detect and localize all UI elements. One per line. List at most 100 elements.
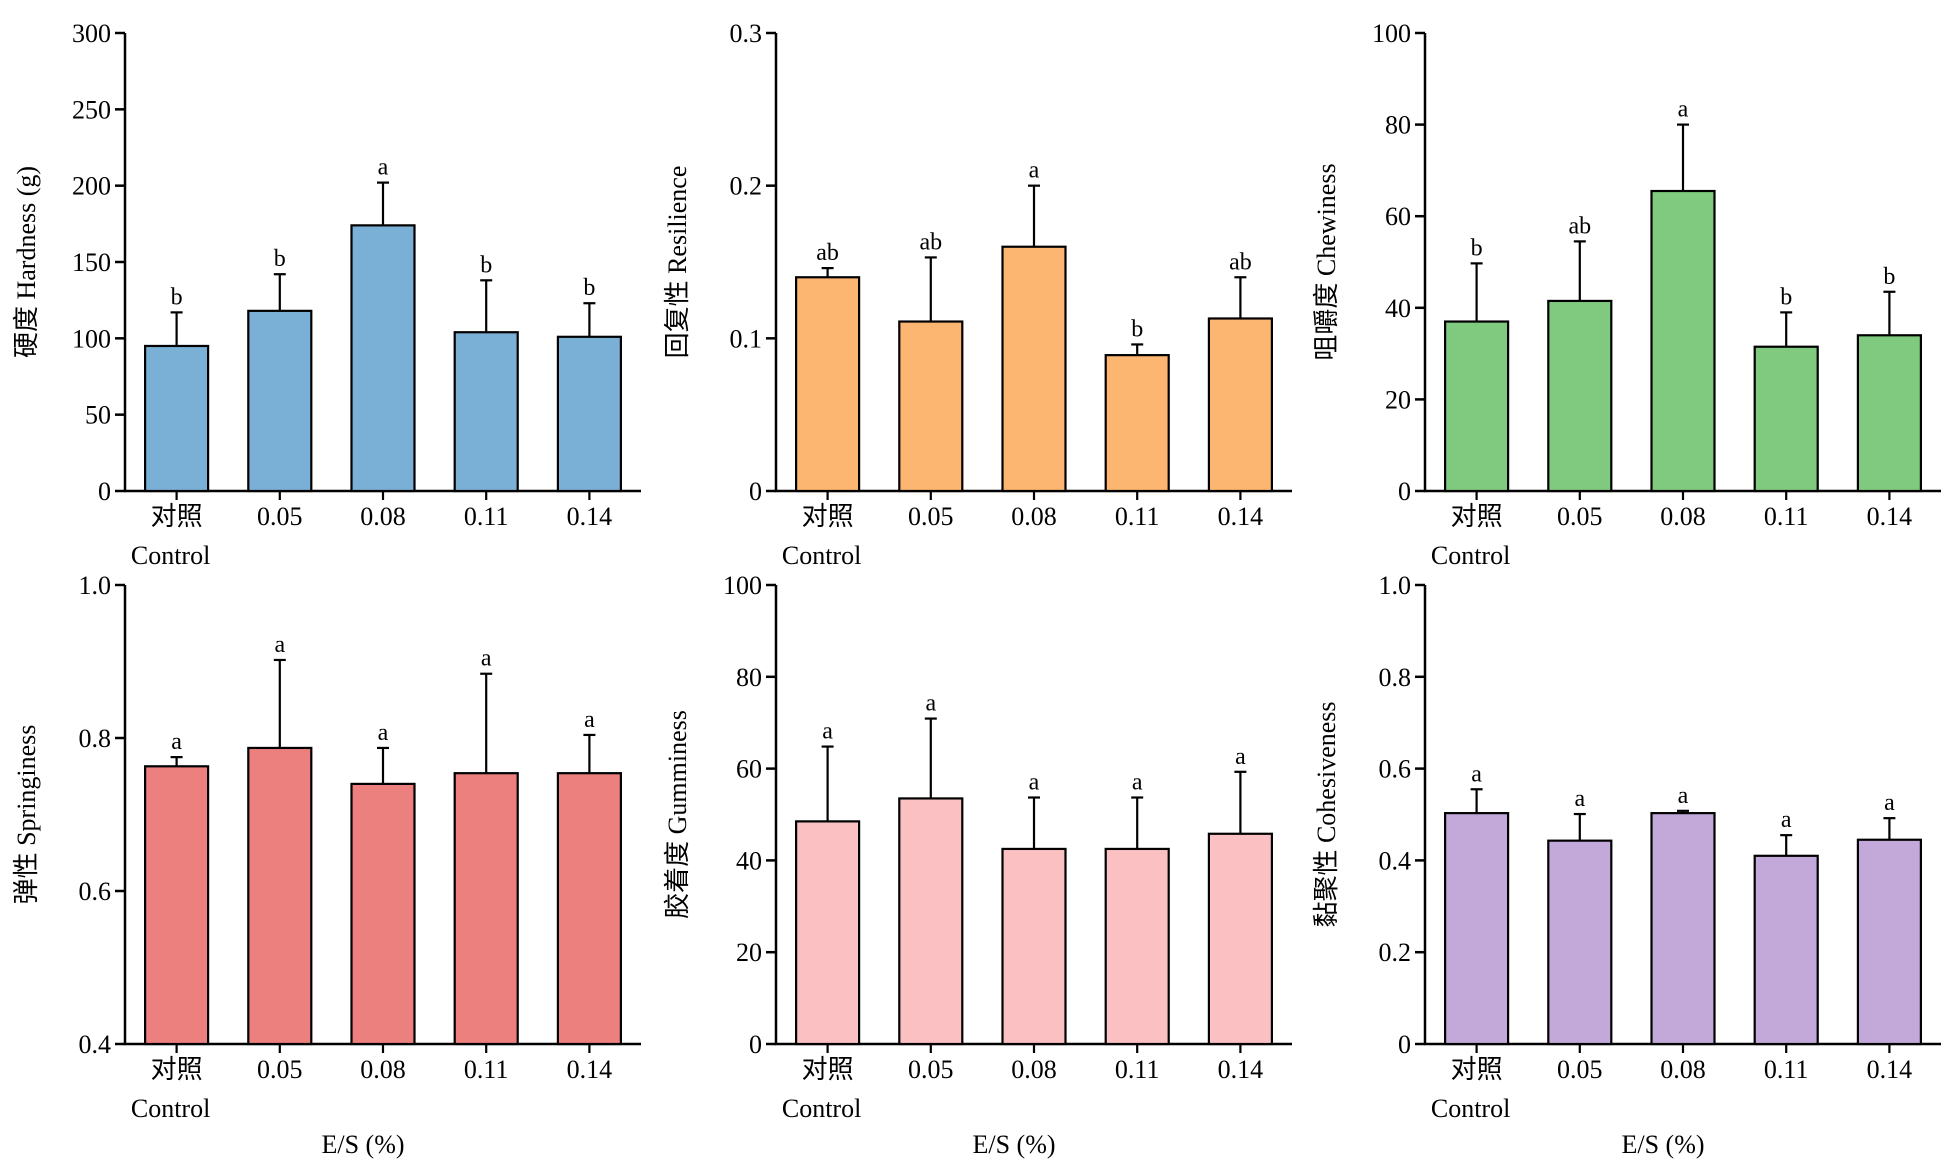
y-tick-label: 0.6 [1379, 755, 1412, 784]
bar [1207, 832, 1274, 1046]
y-tick-label: 40 [736, 846, 762, 875]
y-tick-label: 1.0 [1379, 571, 1412, 600]
x-tick-label-sub: Control [131, 1094, 210, 1123]
chart-panel-4: 0.4 0.6 0.8 1.0 弹性 Springiness a 对照 Control a 0.0… [12, 571, 641, 1159]
significance-label: a [1029, 158, 1040, 184]
significance-label: a [1132, 770, 1143, 796]
significance-label: ab [1568, 213, 1591, 239]
x-axis-title: E/S (%) [972, 1130, 1055, 1159]
significance-label: a [1235, 744, 1246, 770]
chart-panel-1: 0 50 100 150 200 250 300 硬度 Hardness (g) b 对照 Cont… [12, 19, 641, 570]
x-tick-label: 0.08 [1011, 502, 1057, 531]
significance-label: a [171, 729, 182, 755]
significance-label: a [1884, 790, 1895, 816]
y-tick-label: 100 [72, 324, 111, 353]
bar [453, 331, 519, 493]
y-tick-label: 60 [1385, 202, 1411, 231]
significance-label: a [1781, 807, 1792, 833]
significance-label: a [1471, 761, 1482, 787]
x-tick-label-sub: Control [782, 1094, 861, 1123]
y-tick-label: 150 [72, 248, 111, 277]
significance-label: b [583, 275, 595, 301]
x-tick-label: 0.05 [908, 502, 954, 531]
y-axis-title: 回复性 Resilience [663, 166, 692, 359]
y-tick-label: 0.8 [79, 724, 112, 753]
x-tick-label: 对照 [1451, 502, 1503, 531]
significance-label: a [1574, 786, 1585, 812]
significance-label: a [481, 646, 492, 672]
bar [1443, 812, 1510, 1046]
bar [144, 765, 210, 1046]
bar [350, 224, 416, 493]
significance-label: b [274, 246, 286, 272]
bar [556, 772, 623, 1046]
significance-label: a [925, 691, 936, 717]
y-axis-title: 咀嚼度 Chewiness [1312, 163, 1341, 360]
x-tick-label: 0.05 [908, 1055, 954, 1084]
significance-label: ab [919, 229, 942, 255]
x-tick-label-sub: Control [1431, 541, 1510, 570]
y-tick-label: 0 [749, 477, 762, 506]
significance-label: b [1883, 264, 1895, 290]
y-tick-label: 20 [1385, 385, 1411, 414]
y-tick-label: 50 [85, 401, 111, 430]
chart-panel-6: 0 0.2 0.4 0.6 0.8 1.0 黏聚性 Cohesiveness a 对照 Contr… [1312, 571, 1941, 1159]
x-tick-label: 0.05 [1557, 1055, 1603, 1084]
y-axis-title: 黏聚性 Cohesiveness [1312, 701, 1341, 927]
bar [898, 320, 964, 493]
x-tick-label: 0.08 [360, 1055, 406, 1084]
x-tick-label-sub: Control [782, 541, 861, 570]
y-axis-title: 硬度 Hardness (g) [12, 166, 41, 358]
x-tick-label-sub: Control [131, 541, 210, 570]
bar [247, 309, 313, 493]
y-tick-label: 0 [1398, 1030, 1411, 1059]
x-tick-label: 0.14 [1218, 1055, 1264, 1084]
x-tick-label: 对照 [802, 502, 854, 531]
bar [794, 276, 861, 493]
x-tick-label: 对照 [151, 502, 203, 531]
bar [1547, 839, 1613, 1046]
y-tick-label: 0 [749, 1030, 762, 1059]
y-tick-label: 0.8 [1379, 663, 1412, 692]
y-axis-title: 胶着度 Gumminess [663, 710, 692, 919]
x-tick-label: 0.11 [464, 1055, 509, 1084]
y-tick-label: 0.4 [79, 1030, 112, 1059]
x-tick-label: 0.11 [1115, 1055, 1160, 1084]
bar [1547, 299, 1613, 493]
significance-label: b [171, 284, 183, 310]
significance-label: b [1471, 235, 1483, 261]
y-tick-label: 80 [1385, 111, 1411, 140]
y-axis-title: 弹性 Springiness [12, 725, 41, 905]
significance-label: ab [1229, 249, 1252, 275]
bar [1001, 847, 1067, 1046]
x-tick-label: 0.11 [1764, 502, 1809, 531]
significance-label: a [1029, 770, 1040, 796]
significance-label: a [584, 707, 595, 733]
x-tick-label: 0.14 [1218, 502, 1264, 531]
y-tick-label: 100 [723, 571, 762, 600]
significance-label: b [1131, 316, 1143, 342]
significance-label: a [378, 155, 389, 181]
x-tick-label: 对照 [802, 1055, 854, 1084]
significance-label: b [1780, 284, 1792, 310]
bar [453, 772, 519, 1046]
bar [556, 335, 623, 493]
bar [1856, 838, 1923, 1046]
y-tick-label: 1.0 [79, 571, 112, 600]
x-axis-title: E/S (%) [1621, 1130, 1704, 1159]
y-tick-label: 20 [736, 938, 762, 967]
y-tick-label: 40 [1385, 294, 1411, 323]
significance-label: a [1678, 783, 1689, 809]
significance-label: a [822, 719, 833, 745]
y-tick-label: 300 [72, 19, 111, 48]
x-tick-label: 0.08 [1011, 1055, 1057, 1084]
x-tick-label: 0.11 [464, 502, 509, 531]
x-tick-label: 0.05 [257, 1055, 303, 1084]
x-tick-label: 0.08 [360, 502, 406, 531]
bar [1104, 847, 1170, 1046]
bar [144, 344, 210, 493]
x-tick-label: 0.14 [567, 502, 613, 531]
y-tick-label: 60 [736, 755, 762, 784]
bar [1443, 320, 1510, 493]
